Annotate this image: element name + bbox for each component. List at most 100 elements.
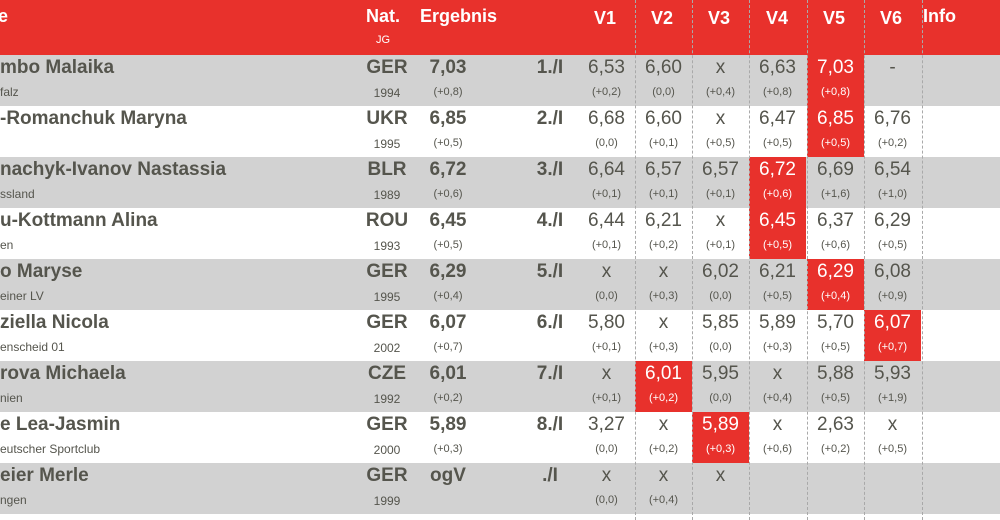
header-v2: V2 <box>651 8 674 28</box>
table-row[interactable]: eier Merle ngen GER 1999 ogV ./I x (0,0) x (+0,4)… <box>0 463 1000 514</box>
attempt-wind: (+0,5) <box>877 443 908 455</box>
athlete-club: nien <box>0 391 23 405</box>
attempt-distance: 6,47 <box>759 108 796 129</box>
table-row[interactable]: rova Michaela nien CZE 1992 6,01 (+0,2) 7./I x (… <box>0 361 1000 412</box>
attempt-distance: x <box>601 465 612 486</box>
placement: 5./I <box>536 261 564 282</box>
attempt-wind: (+0,4) <box>820 290 851 302</box>
attempt-wind: (+1,9) <box>877 392 908 404</box>
placement: 1./I <box>536 57 564 78</box>
attempt-distance: 2,63 <box>817 414 854 435</box>
attempt-cell-v2: x (+0,2) <box>635 412 692 463</box>
attempt-distance: 6,69 <box>817 159 854 180</box>
athlete-name: mbo Malaika <box>0 57 115 78</box>
nationality: GER <box>366 465 408 486</box>
result-value: 7,03 <box>429 57 467 78</box>
attempt-wind: (+0,2) <box>648 443 679 455</box>
attempt-distance: x <box>715 57 726 78</box>
result-value: 6,72 <box>429 159 467 180</box>
attempt-wind: (+0,6) <box>762 443 793 455</box>
attempt-cell-v1: 6,64 (+0,1) <box>578 157 635 208</box>
attempt-wind: (+0,7) <box>877 341 908 353</box>
attempt-cell-v1: 5,80 (+0,1) <box>578 310 635 361</box>
result-value: 5,89 <box>429 414 467 435</box>
header-jg: JG <box>376 34 391 46</box>
attempt-cell-v3: x (+0,5) <box>692 106 749 157</box>
attempt-cell-v6: 6,29 (+0,5) <box>864 208 921 259</box>
nationality: GER <box>366 312 408 333</box>
birth-year: 1993 <box>373 239 401 253</box>
attempt-cell-v5: 2,63 (+0,2) <box>807 412 864 463</box>
attempt-cell-v3: 5,85 (0,0) <box>692 310 749 361</box>
placement: 6./I <box>536 312 564 333</box>
attempt-distance: 6,72 <box>759 159 796 180</box>
attempt-wind: (+0,1) <box>591 341 622 353</box>
athlete-club: eutscher Sportclub <box>0 442 101 456</box>
attempt-wind: (+0,2) <box>648 239 679 251</box>
table-row[interactable]: -Romanchuk Maryna UKR 1995 6,85 (+0,5) 2./I 6,… <box>0 106 1000 157</box>
result-wind: (+0,2) <box>433 392 463 404</box>
attempt-cell-v3: x <box>692 463 749 514</box>
header-v6: V6 <box>880 8 903 28</box>
attempt-distance: x <box>715 465 726 486</box>
nationality: GER <box>366 414 408 435</box>
table-row[interactable]: mbo Malaika falz GER 1994 7,03 (+0,8) 1./I 6,53… <box>0 55 1000 106</box>
athlete-club: ngen <box>0 493 27 507</box>
attempt-distance: 6,07 <box>874 312 911 333</box>
attempt-cell-v5: 6,37 (+0,6) <box>807 208 864 259</box>
table-row[interactable]: ziella Nicola enscheid 01 GER 2002 6,07 (+0,7… <box>0 310 1000 361</box>
attempt-cell-v6: 6,54 (+1,0) <box>864 157 921 208</box>
attempt-wind: (+0,2) <box>648 392 679 404</box>
athlete-name: e Lea-Jasmin <box>0 414 121 435</box>
attempt-cell-v2: x (+0,3) <box>635 310 692 361</box>
column-divider <box>749 0 750 520</box>
attempt-wind: (+0,1) <box>591 239 622 251</box>
attempt-wind: (+0,5) <box>705 137 736 149</box>
athlete-name: rova Michaela <box>0 363 126 384</box>
attempt-wind: (0,0) <box>709 290 732 302</box>
attempt-cell-v1: 6,68 (0,0) <box>578 106 635 157</box>
attempt-wind: (+0,8) <box>762 86 793 98</box>
attempt-cell-v5: 5,70 (+0,5) <box>807 310 864 361</box>
header-v3: V3 <box>708 8 731 28</box>
attempt-distance: x <box>658 312 669 333</box>
attempt-wind: (+0,1) <box>705 188 736 200</box>
attempt-cell-v1: 6,53 (+0,2) <box>578 55 635 106</box>
attempt-cell-v6: x (+0,5) <box>864 412 921 463</box>
athlete-name: ziella Nicola <box>0 312 109 333</box>
athlete-club: falz <box>0 85 19 99</box>
table-row[interactable]: nachyk-Ivanov Nastassia ssland BLR 1989 6,72… <box>0 157 1000 208</box>
placement: 3./I <box>536 159 564 180</box>
attempt-cell-v1: x (+0,1) <box>578 361 635 412</box>
attempt-cell-v3: 6,02 (0,0) <box>692 259 749 310</box>
column-divider <box>807 0 808 520</box>
attempt-cell-v1: x (0,0) <box>578 463 635 514</box>
athlete-club: ssland <box>0 187 35 201</box>
table-row[interactable]: e Lea-Jasmin eutscher Sportclub GER 2000 5,8… <box>0 412 1000 463</box>
attempt-wind: (+1,6) <box>820 188 851 200</box>
column-divider <box>922 0 923 520</box>
birth-year: 2002 <box>373 341 401 355</box>
attempt-cell-v4: 6,45 (+0,5) <box>749 208 806 259</box>
attempt-wind: (+0,3) <box>762 341 793 353</box>
table-row[interactable]: o Maryse einer LV GER 1995 6,29 (+0,4) 5./I x (0… <box>0 259 1000 310</box>
attempt-wind: (+0,2) <box>877 137 908 149</box>
table-row[interactable]: u-Kottmann Alina en ROU 1993 6,45 (+0,5) 4./I 6… <box>0 208 1000 259</box>
header-ergebnis: Ergebnis <box>420 6 498 26</box>
attempt-wind: (+0,6) <box>820 239 851 251</box>
attempt-cell-v5: 6,69 (+1,6) <box>807 157 864 208</box>
attempt-wind: (+0,5) <box>820 137 851 149</box>
birth-year: 2000 <box>373 443 401 457</box>
attempt-distance: 6,57 <box>645 159 682 180</box>
attempt-distance: 5,88 <box>817 363 854 384</box>
attempt-wind: (+0,4) <box>762 392 793 404</box>
attempt-cell-v3: 6,57 (+0,1) <box>692 157 749 208</box>
attempt-wind: (+0,4) <box>705 86 736 98</box>
attempt-distance: 5,89 <box>702 414 739 435</box>
attempt-distance: 6,29 <box>817 261 854 282</box>
attempt-cell-v5 <box>807 463 864 514</box>
result-wind: (+0,6) <box>433 188 463 200</box>
attempt-wind: (+0,3) <box>705 443 736 455</box>
athlete-name: -Romanchuk Maryna <box>0 108 187 129</box>
placement: 8./I <box>536 414 564 435</box>
